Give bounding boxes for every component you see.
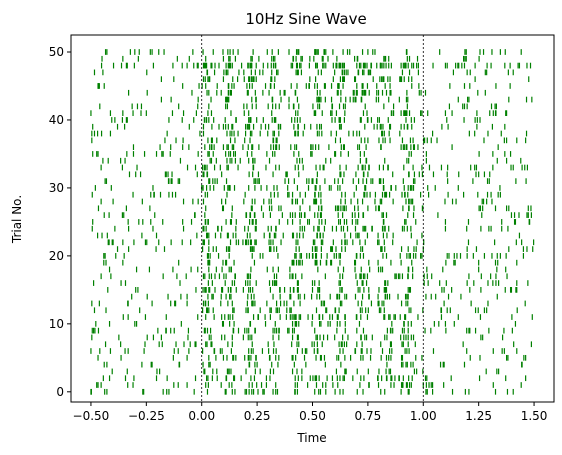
y-tick-label: 0 xyxy=(56,385,64,399)
x-tick-label: 0.00 xyxy=(188,409,215,423)
y-tick-label: 10 xyxy=(49,317,64,331)
x-tick-label: 0.25 xyxy=(244,409,271,423)
x-tick-label: 0.75 xyxy=(355,409,382,423)
y-axis-label: Trial No. xyxy=(10,195,24,244)
x-tick-label: 1.25 xyxy=(465,409,492,423)
x-axis-label: Time xyxy=(296,431,326,445)
x-tick-label: 1.00 xyxy=(410,409,437,423)
y-tick-label: 40 xyxy=(49,113,64,127)
chart-title: 10Hz Sine Wave xyxy=(245,10,366,28)
x-axis: −0.50 −0.25 0.00 0.25 0.50 0.75 1.00 1.25 1.50 xyxy=(73,402,548,423)
y-tick-label: 20 xyxy=(49,249,64,263)
x-tick-label: −0.50 xyxy=(73,409,110,423)
x-tick-label: −0.25 xyxy=(128,409,165,423)
spike-train-layer xyxy=(90,49,535,395)
x-tick-label: 0.50 xyxy=(299,409,326,423)
event-lines xyxy=(201,35,424,402)
y-axis: 0 10 20 30 40 50 xyxy=(49,45,71,399)
y-tick-label: 50 xyxy=(49,45,64,59)
x-tick-label: 1.50 xyxy=(521,409,548,423)
y-tick-label: 30 xyxy=(49,181,64,195)
